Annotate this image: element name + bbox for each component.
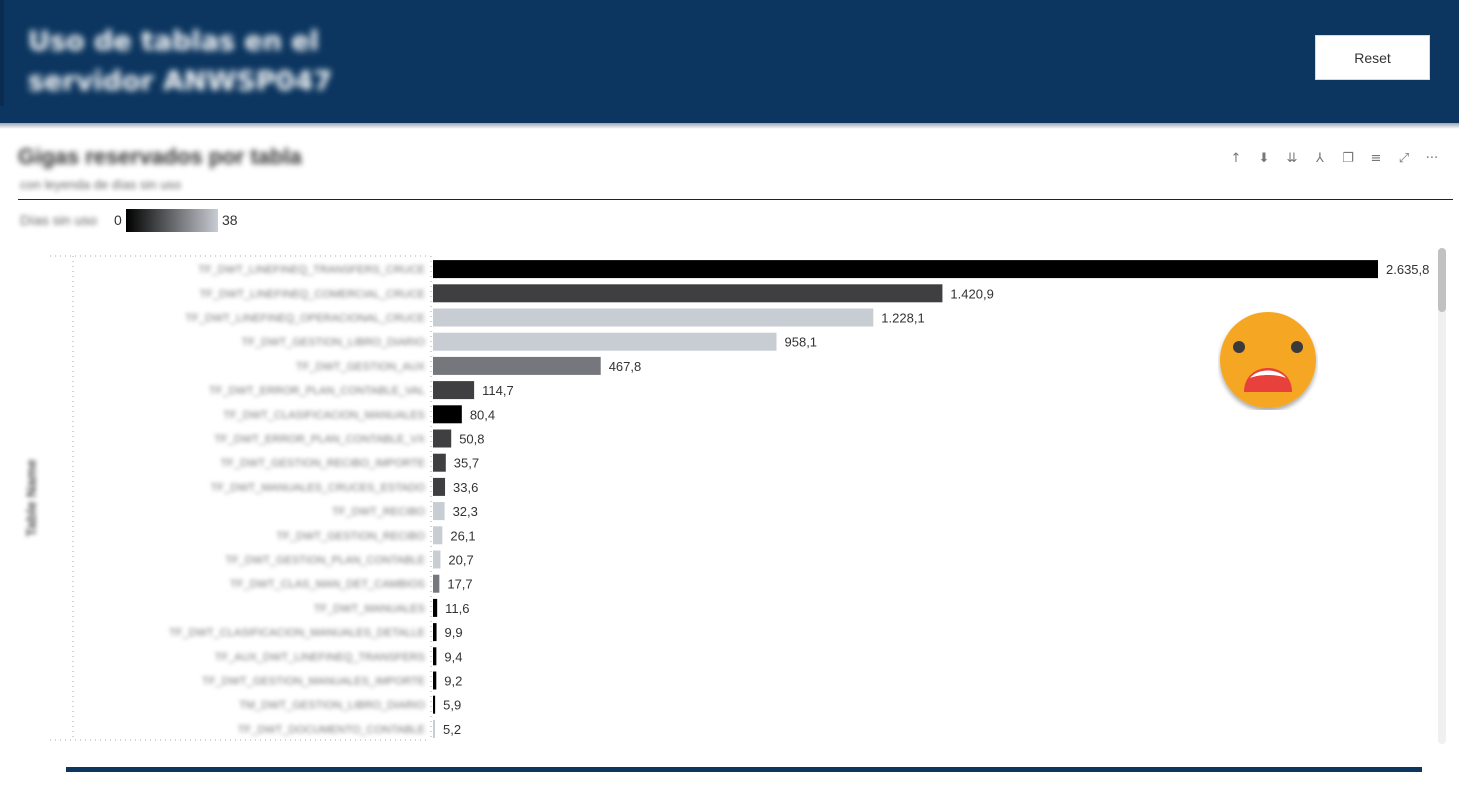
data-label: 35,7 [454,456,479,471]
scrollbar-thumb[interactable] [1438,248,1446,312]
bar[interactable] [433,260,1378,279]
data-label: 467,8 [609,359,642,374]
bar[interactable] [433,671,437,690]
category-label: TF_DWT_DOCUMENTO_CONTABLE [238,724,425,736]
legend-max: 38 [222,212,238,228]
bar[interactable] [433,598,438,617]
data-label: 11,6 [445,601,469,616]
filter-icon[interactable]: ≡ [1370,150,1382,166]
category-label: TF_DWT_GESTION_MANUALES_IMPORTE [202,676,425,688]
bar[interactable] [433,429,452,448]
report-title: Uso de tablas en el servidor ANWSP047 [28,26,333,97]
category-label: TF_DWT_MANUALES_CRUCES_ESTADO [211,482,426,494]
bar[interactable] [433,695,436,714]
expand-all-icon[interactable]: ⇊ [1286,150,1298,166]
drill-down-icon[interactable]: ⬇ [1258,150,1270,166]
category-label: TF_DWT_LINEFINEQ_OPERACIONAL_CRUCE [185,313,425,325]
data-label: 32,3 [453,504,478,519]
data-label: 9,2 [444,674,462,689]
data-label: 26,1 [450,528,475,543]
category-label: TF_DWT_CLASIFICACION_MANUALES [223,409,425,421]
category-label: TF_AUX_DWT_LINEFINEQ_TRANSFERS [215,651,425,663]
category-label: TF_DWT_GESTION_PLAN_CONTABLE [225,555,425,567]
bar[interactable] [433,308,874,327]
category-label: TF_DWT_MANUALES [314,603,425,615]
data-label: 958,1 [785,335,818,350]
category-label: TF_DWT_LINEFINEQ_COMERCIAL_CRUCE [199,288,425,300]
bar[interactable] [433,647,437,666]
hierarchy-icon[interactable]: ⅄ [1316,150,1324,166]
data-label: 5,9 [443,698,461,713]
data-label: 1.420,9 [950,286,993,301]
shocked-face-icon [1220,312,1316,408]
category-label: TF_DWT_RECIBO [332,506,425,518]
category-label: TF_DWT_ERROR_PLAN_CONTABLE_VAL [209,385,425,397]
report-header: Uso de tablas en el servidor ANWSP047 Re… [0,0,1459,123]
data-label: 80,4 [470,407,495,422]
data-label: 114,7 [482,383,514,398]
chart-scrollbar[interactable] [1438,248,1446,744]
header-accent-bar [0,0,4,106]
visual-header-toolbar: ↑ ⬇ ⇊ ⅄ ❐ ≡ ⤢ ··· [1222,148,1446,168]
visual-divider [18,199,1453,200]
data-label: 20,7 [448,553,473,568]
bar[interactable] [433,381,475,400]
category-label: TF_DWT_CLAS_MAN_DET_CAMBIOS [230,579,425,591]
copy-icon[interactable]: ❐ [1342,150,1354,166]
bar[interactable] [433,526,443,545]
bar[interactable] [433,405,462,424]
data-label: 2.635,8 [1386,262,1429,277]
data-label: 9,4 [444,649,462,664]
bar[interactable] [433,284,943,303]
bar[interactable] [433,332,777,351]
bar[interactable] [433,550,441,569]
y-axis-title: Table Name [23,459,39,537]
header-shadow [0,123,1459,129]
category-label: TF_DWT_GESTION_LIBRO_DIARIO [242,337,426,349]
bar[interactable] [433,477,446,496]
category-label: TF_DWT_GESTION_RECIBO_IMPORTE [220,458,425,470]
data-label: 50,8 [459,432,484,447]
category-label: TF_DWT_GESTION_RECIBO [276,530,425,542]
legend-label: Días sin uso [20,212,98,228]
data-label: 17,7 [447,577,472,592]
visual-title: Gigas reservados por tabla [18,144,302,169]
bar[interactable] [433,574,440,593]
category-label: TF_DWT_GESTION_AUX [296,361,426,373]
data-label: 5,2 [443,722,461,737]
legend-min: 0 [114,212,122,228]
bar[interactable] [433,453,446,472]
bar-chart: Table Name TF_DWT_LINEFINEQ_TRANSFERS_CRU… [23,255,1429,741]
category-label: TF_DWT_CLASIFICACION_MANUALES_DETALLE [169,627,425,639]
bar[interactable] [433,719,435,738]
data-label: 1.228,1 [881,311,924,326]
legend-gradient [126,209,218,232]
bar[interactable] [433,502,445,521]
category-label: TM_DWT_GESTION_LIBRO_DIARIO [239,700,425,712]
more-options-icon[interactable]: ··· [1425,150,1439,166]
footer-line [66,767,1422,772]
visual-subtitle: con leyenda de días sin uso [20,177,182,192]
bar[interactable] [433,356,601,375]
arrow-up-icon[interactable]: ↑ [1230,150,1242,166]
category-label: TF_DWT_ERROR_PLAN_CONTABLE_VX [214,434,425,446]
category-label: TF_DWT_LINEFINEQ_TRANSFERS_CRUCE [198,264,425,276]
data-label: 33,6 [453,480,478,495]
data-label: 9,9 [445,625,463,640]
bar[interactable] [433,623,437,642]
reset-button[interactable]: Reset [1315,35,1430,80]
focus-mode-icon[interactable]: ⤢ [1398,150,1410,166]
